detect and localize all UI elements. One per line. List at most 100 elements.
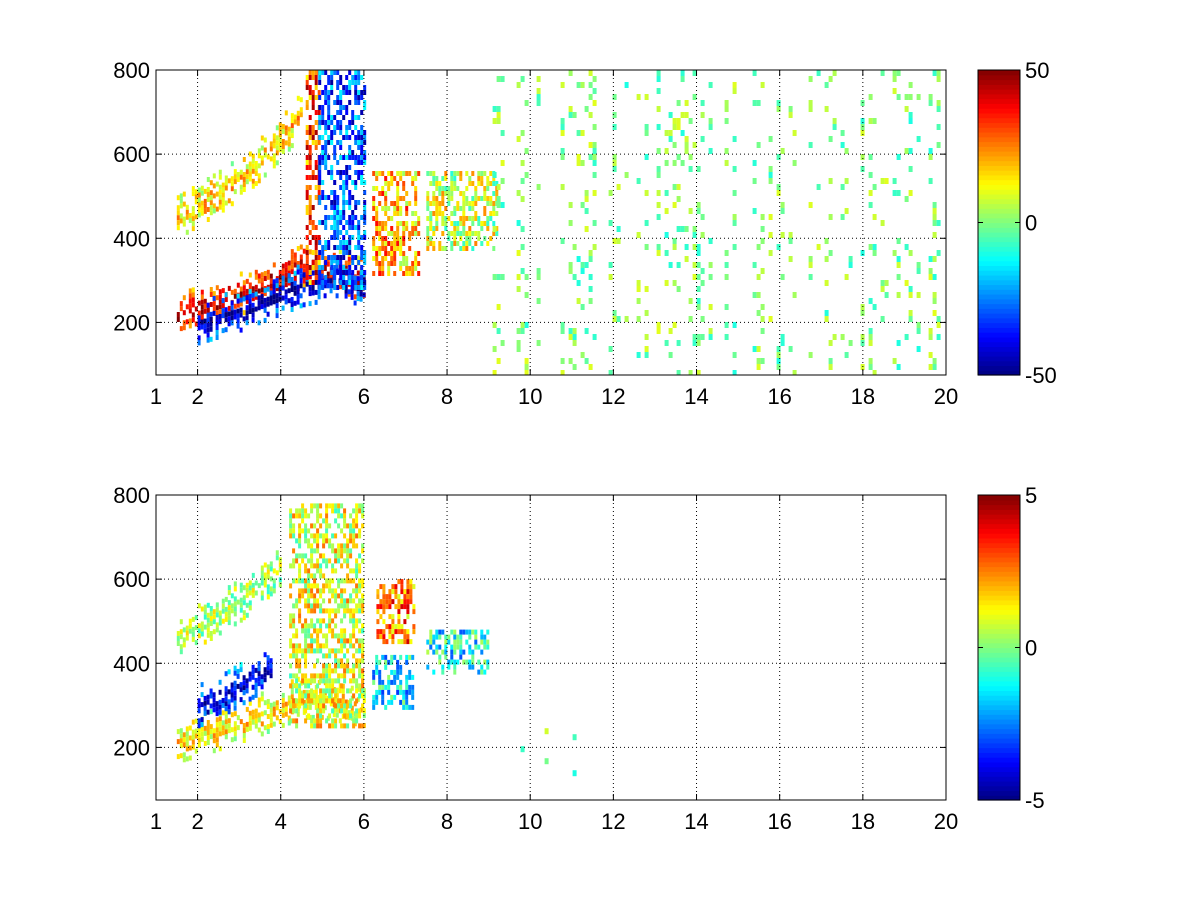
colorbar-step (978, 193, 1020, 200)
heatmap-cell (218, 689, 222, 695)
heatmap-cell (311, 235, 315, 240)
heatmap-cell (179, 619, 183, 625)
heatmap-cell (289, 683, 293, 689)
heatmap-cell (343, 548, 347, 554)
heatmap-cell (354, 100, 358, 105)
heatmap-cell (692, 232, 697, 238)
heatmap-cell (384, 256, 388, 261)
heatmap-cell (298, 538, 302, 544)
heatmap-cell (848, 262, 853, 268)
heatmap-cell (349, 678, 353, 684)
heatmap-cell (387, 684, 391, 690)
heatmap-cell (272, 583, 276, 589)
heatmap-cell (808, 142, 813, 148)
heatmap-cell (334, 688, 338, 694)
heatmap-cell (453, 629, 457, 635)
heatmap-cell (399, 684, 403, 690)
heatmap-cell (269, 561, 273, 567)
heatmap-cell (236, 308, 240, 314)
heatmap-cell (318, 135, 322, 140)
heatmap-cell (289, 518, 293, 524)
heatmap-cell (284, 711, 288, 717)
heatmap-cell (680, 130, 685, 136)
heatmap-cell (432, 171, 436, 176)
colorbar-step (978, 633, 1020, 639)
heatmap-cell (336, 140, 340, 145)
heatmap-cell (465, 171, 469, 176)
heatmap-cell (354, 215, 358, 220)
heatmap-cell (441, 629, 445, 635)
x-tick-label: 18 (851, 384, 875, 409)
heatmap-cell (808, 256, 813, 262)
heatmap-cell (304, 538, 308, 544)
heatmap-cell (331, 723, 335, 729)
heatmap-cell (351, 80, 355, 85)
heatmap-cell (349, 533, 353, 539)
heatmap-cell (349, 618, 353, 624)
heatmap-cell (248, 176, 252, 182)
heatmap-cell (724, 100, 729, 106)
heatmap-cell (780, 232, 785, 238)
heatmap-cell (218, 199, 222, 205)
heatmap-cell (363, 220, 367, 225)
heatmap-cell (308, 165, 312, 170)
heatmap-cell (441, 201, 445, 206)
heatmap-cell (311, 699, 315, 705)
heatmap-cell (245, 587, 249, 593)
heatmap-cell (266, 660, 270, 666)
heatmap-cell (275, 125, 279, 131)
heatmap-cell (325, 688, 329, 694)
heatmap-cell (343, 588, 347, 594)
heatmap-cell (381, 171, 385, 176)
heatmap-cell (450, 644, 454, 650)
heatmap-cell (724, 118, 729, 124)
heatmap-cell (340, 663, 344, 669)
heatmap-cell (429, 171, 433, 176)
heatmap-cell (349, 668, 353, 674)
heatmap-cell (197, 603, 201, 609)
heatmap-cell (387, 171, 391, 176)
heatmap-cell (191, 616, 195, 622)
heatmap-cell (182, 201, 186, 207)
heatmap-cell (343, 643, 347, 649)
heatmap-cell (330, 165, 334, 170)
heatmap-cell (318, 160, 322, 165)
heatmap-cell (390, 231, 394, 236)
heatmap-cell (345, 110, 349, 115)
heatmap-cell (828, 250, 833, 256)
heatmap-cell (361, 603, 365, 609)
heatmap-cell (459, 221, 463, 226)
heatmap-cell (450, 196, 454, 201)
colorbar-step (978, 509, 1020, 515)
heatmap-cell (568, 328, 573, 334)
colorbar-step (978, 637, 1020, 644)
heatmap-cell (313, 548, 317, 554)
heatmap-cell (308, 210, 312, 215)
heatmap-cell (608, 220, 613, 226)
heatmap-cell (188, 755, 192, 761)
heatmap-cell (197, 202, 201, 208)
y-tick-label: 600 (113, 567, 150, 592)
heatmap-cell (233, 179, 237, 185)
heatmap-cell (453, 176, 457, 181)
heatmap-cell (868, 94, 873, 100)
heatmap-cell (400, 589, 404, 595)
heatmap-cell (414, 191, 418, 196)
heatmap-cell (453, 206, 457, 211)
heatmap-cell (342, 180, 346, 185)
heatmap-cell (343, 633, 347, 639)
heatmap-cell (313, 638, 317, 644)
heatmap-cell (299, 268, 303, 274)
heatmap-cell (209, 729, 213, 735)
heatmap-cell (251, 153, 255, 159)
heatmap-cell (936, 100, 941, 106)
heatmap-cell (305, 155, 309, 160)
heatmap-cell (251, 312, 255, 318)
heatmap-cell (426, 231, 430, 236)
colorbar-tick-label: -50 (1025, 363, 1057, 388)
heatmap-cell (266, 296, 270, 302)
heatmap-cell (212, 183, 216, 189)
heatmap-cell (281, 139, 285, 144)
heatmap-cell (206, 177, 210, 182)
heatmap-cell (293, 114, 297, 120)
